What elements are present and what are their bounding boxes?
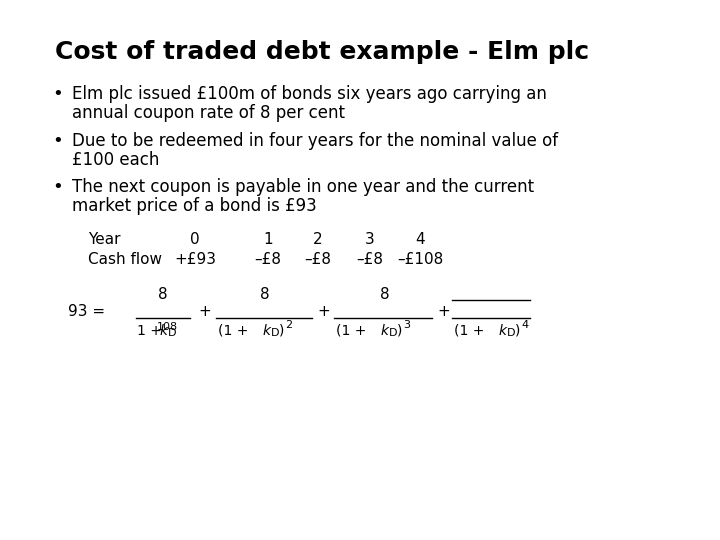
Text: annual coupon rate of 8 per cent: annual coupon rate of 8 per cent <box>72 104 345 122</box>
Text: Due to be redeemed in four years for the nominal value of: Due to be redeemed in four years for the… <box>72 132 558 150</box>
Text: 2: 2 <box>285 320 292 330</box>
Text: 3: 3 <box>403 320 410 330</box>
Text: –£108: –£108 <box>397 252 443 267</box>
Text: (1 +: (1 + <box>218 324 253 338</box>
Text: 4: 4 <box>415 232 425 247</box>
Text: D: D <box>507 328 516 338</box>
Text: ): ) <box>515 324 521 338</box>
Text: •: • <box>52 85 63 103</box>
Text: 0: 0 <box>190 232 200 247</box>
Text: 93 =: 93 = <box>68 305 105 320</box>
Text: D: D <box>168 328 176 338</box>
Text: market price of a bond is £93: market price of a bond is £93 <box>72 197 317 215</box>
Text: D: D <box>389 328 397 338</box>
Text: (1 +: (1 + <box>336 324 371 338</box>
Text: Cost of traded debt example - Elm plc: Cost of traded debt example - Elm plc <box>55 40 589 64</box>
Text: k: k <box>499 324 507 338</box>
Text: k: k <box>381 324 389 338</box>
Text: 3: 3 <box>365 232 375 247</box>
Text: ): ) <box>279 324 284 338</box>
Text: Cash flow: Cash flow <box>88 252 162 267</box>
Text: –£8: –£8 <box>305 252 331 267</box>
Text: Year: Year <box>88 232 120 247</box>
Text: •: • <box>52 178 63 196</box>
Text: +: + <box>437 305 450 320</box>
Text: +: + <box>317 305 330 320</box>
Text: 1 +: 1 + <box>137 324 162 338</box>
Text: +: + <box>198 305 211 320</box>
Text: 8: 8 <box>260 287 270 302</box>
Text: ): ) <box>397 324 402 338</box>
Text: k: k <box>263 324 271 338</box>
Text: 8: 8 <box>380 287 390 302</box>
Text: 1: 1 <box>264 232 273 247</box>
Text: •: • <box>52 132 63 150</box>
Text: k: k <box>160 324 168 338</box>
Text: £100 each: £100 each <box>72 151 159 169</box>
Text: +£93: +£93 <box>174 252 216 267</box>
Text: Elm plc issued £100m of bonds six years ago carrying an: Elm plc issued £100m of bonds six years … <box>72 85 547 103</box>
Text: –£8: –£8 <box>356 252 384 267</box>
Text: 4: 4 <box>521 320 528 330</box>
Text: (1 +: (1 + <box>454 324 489 338</box>
Text: –£8: –£8 <box>254 252 282 267</box>
Text: 2: 2 <box>313 232 323 247</box>
Text: 108: 108 <box>157 322 178 332</box>
Text: The next coupon is payable in one year and the current: The next coupon is payable in one year a… <box>72 178 534 196</box>
Text: 8: 8 <box>158 287 168 302</box>
Text: D: D <box>271 328 279 338</box>
